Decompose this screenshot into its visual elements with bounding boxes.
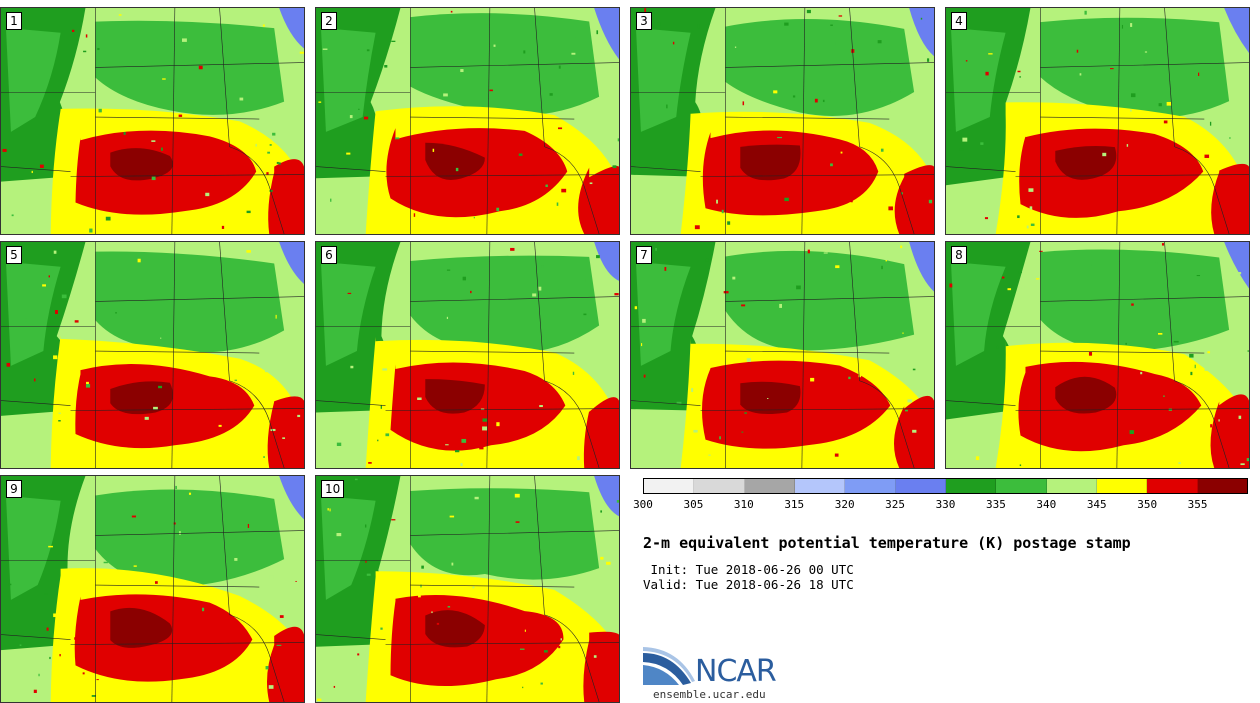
theta-e-map [946,8,1249,234]
colorbar-segment [895,479,946,493]
member-number: 7 [636,246,652,264]
member-number: 5 [6,246,22,264]
theta-e-map [631,242,934,468]
theta-e-map [946,242,1249,468]
member-number: 10 [321,480,345,498]
theta-e-map [316,242,619,468]
ensemble-member-panel: 5 [0,241,305,469]
member-number: 4 [951,12,967,30]
theta-e-map [316,476,619,702]
figure-title: 2-m equivalent potential temperature (K)… [643,534,1131,552]
colorbar-ticks: 300 305 310 315 320 325 330 335 340 345 350 355 [633,498,1248,514]
theta-e-map [316,8,619,234]
ensemble-member-panel: 3 [630,7,935,235]
logo-wordmark: NCAR [695,654,777,689]
ncar-logo [643,647,695,685]
ensemble-member-panel: 2 [315,7,620,235]
member-number: 8 [951,246,967,264]
colorbar-segment [1096,479,1148,493]
colorbar-tick-label: 300 [633,498,653,511]
colorbar-segment [945,479,997,493]
colorbar-tick-label: 305 [683,498,704,511]
init-time: Init: Tue 2018-06-26 00 UTC [643,562,854,577]
colorbar-segment [1147,479,1198,493]
member-number: 1 [6,12,22,30]
ensemble-member-panel: 7 [630,241,935,469]
colorbar-segment [794,479,846,493]
colorbar-tick-label: 325 [885,498,906,511]
colorbar-segment [845,479,896,493]
ensemble-member-panel: 6 [315,241,620,469]
colorbar-tick-label: 345 [1086,498,1107,511]
colorbar-segment [694,479,745,493]
colorbar-tick-label: 340 [1036,498,1057,511]
theta-e-map [631,8,934,234]
colorbar-tick-label: 335 [985,498,1006,511]
colorbar-segment [1046,479,1097,493]
colorbar-segment [996,479,1047,493]
colorbar-tick-label: 350 [1137,498,1158,511]
member-number: 2 [321,12,337,30]
theta-e-map [1,476,304,702]
logo-url: ensemble.ucar.edu [653,688,766,701]
theta-e-map [1,242,304,468]
ensemble-member-panel: 9 [0,475,305,703]
colorbar-segment [1197,479,1247,493]
colorbar-tick-label: 320 [834,498,855,511]
ensemble-member-panel: 1 [0,7,305,235]
member-number: 3 [636,12,652,30]
ensemble-member-panel: 10 [315,475,620,703]
member-number: 6 [321,246,337,264]
colorbar-tick-label: 330 [935,498,956,511]
colorbar-segment [744,479,795,493]
valid-time: Valid: Tue 2018-06-26 18 UTC [643,577,854,592]
colorbar [643,478,1248,494]
colorbar-segment [644,479,695,493]
colorbar-tick-label: 355 [1187,498,1208,511]
theta-e-map [1,8,304,234]
colorbar-tick-label: 315 [784,498,805,511]
ensemble-member-panel: 4 [945,7,1250,235]
member-number: 9 [6,480,22,498]
ensemble-member-panel: 8 [945,241,1250,469]
colorbar-tick-label: 310 [733,498,754,511]
